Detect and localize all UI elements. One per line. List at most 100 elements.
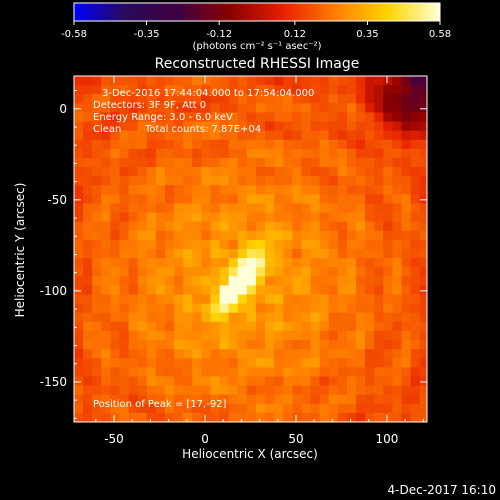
heatmap-cell <box>419 285 427 296</box>
heatmap-cell <box>301 230 312 241</box>
heatmap-cell <box>219 85 230 95</box>
heatmap-cell <box>401 340 412 350</box>
heatmap-cell <box>383 403 394 414</box>
heatmap-cell <box>119 176 130 186</box>
heatmap-cell <box>328 157 339 168</box>
heatmap-cell <box>310 385 321 396</box>
heatmap-cell <box>219 249 230 259</box>
heatmap-cell <box>419 385 427 396</box>
heatmap-cell <box>383 376 394 387</box>
heatmap-cell <box>246 203 257 214</box>
heatmap-cell <box>83 148 93 159</box>
heatmap-cell <box>237 367 248 378</box>
heatmap-cell <box>265 330 275 341</box>
heatmap-cell <box>429 158 439 168</box>
heatmap-cell <box>429 76 439 86</box>
heatmap-cell <box>429 85 439 95</box>
heatmap-cell <box>310 76 321 86</box>
heatmap-cell <box>410 112 421 123</box>
heatmap-cell <box>83 321 93 332</box>
heatmap-cell <box>265 358 275 368</box>
heatmap-cell <box>374 376 384 387</box>
heatmap-cell <box>228 121 239 132</box>
heatmap-cell <box>383 157 394 168</box>
heatmap-cell <box>419 103 427 114</box>
heatmap-cell <box>237 285 248 296</box>
heatmap-cell <box>119 157 130 168</box>
heatmap-cell <box>74 176 84 186</box>
heatmap-cell <box>228 394 239 405</box>
heatmap-cell <box>292 267 303 277</box>
heatmap-cell <box>265 276 275 287</box>
heatmap-cell <box>247 422 257 432</box>
heatmap-cell <box>365 285 375 296</box>
heatmap-cell <box>265 139 275 150</box>
heatmap-cell <box>383 385 394 396</box>
heatmap-cell <box>192 340 202 350</box>
heatmap-cell <box>183 221 193 232</box>
heatmap-cell <box>429 185 439 195</box>
heatmap-cell <box>155 303 166 314</box>
heatmap-cell <box>419 376 427 387</box>
heatmap-cell <box>383 130 394 141</box>
heatmap-cell <box>365 412 375 422</box>
heatmap-cell <box>237 148 248 159</box>
heatmap-cell <box>201 130 212 141</box>
heatmap-cell <box>274 403 284 414</box>
heatmap-cell <box>410 285 421 296</box>
heatmap-cell <box>201 230 212 241</box>
heatmap-cell <box>219 167 230 177</box>
heatmap-cell <box>237 403 248 414</box>
heatmap-cell <box>328 85 339 95</box>
heatmap-cell <box>283 367 293 378</box>
heatmap-cell <box>183 303 193 314</box>
heatmap-cell <box>419 340 427 350</box>
heatmap-cell <box>401 303 412 314</box>
heatmap-cell <box>83 185 93 195</box>
heatmap-cell <box>392 185 403 195</box>
heatmap-cell <box>174 212 184 223</box>
heatmap-cell <box>283 422 293 432</box>
heatmap-cell <box>137 403 148 414</box>
heatmap-cell <box>101 358 111 368</box>
heatmap-cell <box>228 294 239 305</box>
heatmap-cell <box>228 139 239 150</box>
heatmap-cell <box>128 276 139 287</box>
heatmap-cell <box>337 358 348 368</box>
heatmap-cell <box>101 294 111 305</box>
heatmap-cell <box>92 94 102 104</box>
heatmap-cell <box>201 422 211 432</box>
heatmap-cell <box>274 94 284 104</box>
heatmap-cell <box>155 340 166 350</box>
heatmap-cell <box>237 194 248 205</box>
heatmap-cell <box>319 321 330 332</box>
heatmap-cell <box>429 140 439 150</box>
heatmap-cell <box>164 185 175 195</box>
heatmap-cell <box>83 376 93 387</box>
heatmap-cell <box>101 403 111 414</box>
heatmap-cell <box>192 76 202 86</box>
heatmap-cell <box>237 385 248 396</box>
heatmap-cell <box>283 276 293 287</box>
heatmap-cell <box>174 194 184 205</box>
heatmap-cell <box>319 267 330 277</box>
heatmap-cell <box>328 103 339 114</box>
heatmap-cell <box>283 312 293 323</box>
heatmap-cell <box>119 303 130 314</box>
heatmap-cell <box>337 267 348 277</box>
heatmap-cell <box>346 276 357 287</box>
heatmap-cell <box>237 294 248 305</box>
heatmap-cell <box>110 349 121 359</box>
heatmap-cell <box>265 212 275 223</box>
heatmap-cell <box>265 267 275 277</box>
heatmap-cell <box>155 258 166 268</box>
heatmap-cell <box>328 340 339 350</box>
heatmap-cell <box>265 203 275 214</box>
heatmap-cell <box>383 112 394 123</box>
heatmap-cell <box>92 385 102 396</box>
heatmap-cell <box>83 285 93 296</box>
heatmap-cell <box>346 258 357 268</box>
heatmap-cell <box>110 139 121 150</box>
heatmap-cell <box>392 239 403 250</box>
heatmap-cell <box>101 267 111 277</box>
